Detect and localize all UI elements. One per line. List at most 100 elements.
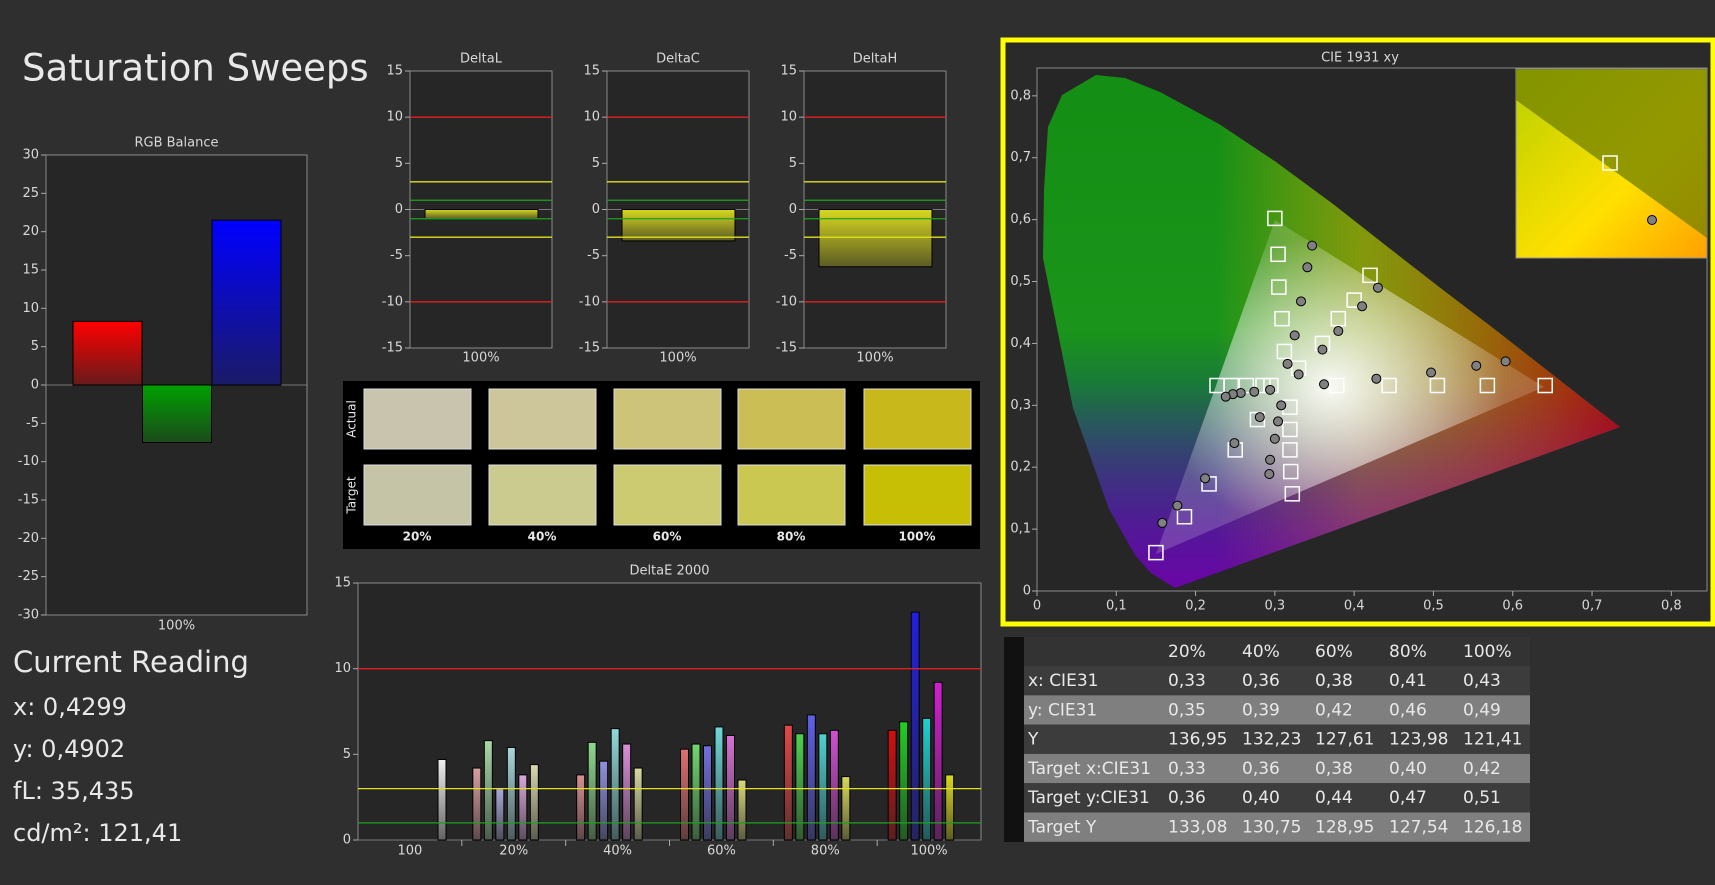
- y-tick-label: -5: [390, 248, 403, 263]
- y-tick-label: 10: [386, 110, 403, 125]
- bar: [691, 743, 701, 841]
- swatch-label: 20%: [403, 530, 432, 544]
- bar: [795, 733, 805, 841]
- y-tick-label: -20: [18, 531, 39, 546]
- bar: [72, 320, 143, 386]
- table-row-label: x: CIE31: [1028, 671, 1098, 691]
- y-tick-label: -15: [776, 341, 797, 356]
- target-point: [1148, 544, 1164, 561]
- table-cell: 133,08: [1168, 818, 1227, 838]
- y-tick-label: 15: [780, 64, 797, 79]
- reading-line: y: 0,4902: [13, 735, 125, 763]
- bar: [680, 748, 689, 841]
- table-cell: 128,95: [1315, 818, 1374, 838]
- chart-title: DeltaC: [656, 52, 700, 67]
- table-cell: 0,49: [1463, 700, 1501, 720]
- table-header: 80%: [1389, 642, 1427, 662]
- bar: [841, 776, 851, 841]
- swatch: [488, 464, 597, 526]
- y-tick-label: -15: [18, 493, 39, 508]
- table-cell: 123,98: [1389, 730, 1448, 750]
- bar: [910, 611, 920, 841]
- table-cell: 0,33: [1168, 671, 1206, 691]
- table-cell: 0,38: [1315, 759, 1353, 779]
- bar: [610, 728, 620, 841]
- measured-point: [1500, 356, 1511, 367]
- swatch: [488, 388, 597, 450]
- bar: [829, 729, 839, 841]
- target-point: [1249, 411, 1266, 428]
- bar: [587, 741, 597, 841]
- measured-point: [1296, 296, 1307, 307]
- bar: [737, 779, 747, 841]
- y-tick-label: 0,4: [1010, 336, 1031, 351]
- table-cell: 0,46: [1389, 700, 1427, 720]
- measured-point: [1307, 240, 1318, 251]
- measured-point: [1265, 384, 1276, 395]
- table-row-label: Target x:CIE31: [1027, 759, 1151, 779]
- y-tick-label: 0,1: [1010, 522, 1031, 537]
- table-cell: 0,38: [1315, 671, 1353, 691]
- table-cell: 130,75: [1242, 818, 1301, 838]
- y-tick-label: 0: [789, 202, 797, 217]
- row-label: Actual: [345, 400, 359, 438]
- y-tick-label: -5: [784, 248, 797, 263]
- table-header-bg: [1024, 637, 1530, 666]
- bar: [506, 746, 516, 841]
- table-row-bg: [1024, 724, 1530, 754]
- bar: [621, 209, 736, 242]
- y-tick-label: 0: [1023, 584, 1031, 599]
- target-point: [1209, 377, 1225, 394]
- measured-point: [1157, 517, 1168, 528]
- x-tick-label: 100%: [158, 619, 195, 634]
- table-cell: 0,42: [1463, 759, 1501, 779]
- y-tick-label: 15: [583, 64, 600, 79]
- y-tick-label: 0: [592, 202, 600, 217]
- bar: [783, 724, 793, 841]
- x-tick-label: 100%: [910, 844, 947, 859]
- target-point: [1282, 463, 1299, 480]
- reading-title: Current Reading: [13, 645, 249, 679]
- swatch: [863, 388, 972, 450]
- y-tick-label: -10: [18, 454, 39, 469]
- swatch: [363, 388, 472, 450]
- bar: [922, 717, 932, 841]
- y-tick-label: 25: [22, 186, 39, 201]
- table-cell: 0,44: [1315, 788, 1353, 808]
- chart-title: CIE 1931 xy: [1321, 51, 1399, 66]
- y-tick-label: 0: [31, 378, 39, 393]
- y-tick-label: -30: [18, 608, 39, 623]
- table-header: 100%: [1463, 642, 1512, 662]
- bar: [437, 758, 447, 841]
- spectral-locus: [1043, 75, 1620, 588]
- swatch: [863, 464, 972, 526]
- y-tick-label: 5: [343, 747, 351, 762]
- measured-point: [1265, 454, 1276, 465]
- table-cell: 0,40: [1242, 788, 1280, 808]
- bar: [818, 733, 828, 841]
- y-tick-label: 15: [334, 576, 351, 591]
- x-tick-label: 100%: [856, 351, 893, 366]
- measured-point: [1273, 416, 1284, 427]
- row-label: Target: [345, 476, 359, 514]
- target-point: [1381, 377, 1397, 394]
- bar: [633, 767, 643, 841]
- y-tick-label: -5: [26, 416, 39, 431]
- table-cell: 0,36: [1168, 788, 1206, 808]
- table-row-label: y: CIE31: [1028, 700, 1097, 720]
- table-cell: 0,41: [1389, 671, 1427, 691]
- x-tick-label: 0,4: [1344, 599, 1365, 614]
- y-tick-label: 10: [780, 110, 797, 125]
- table-cell: 136,95: [1168, 730, 1227, 750]
- target-point: [1271, 279, 1287, 295]
- measured-point: [1282, 358, 1293, 369]
- plot-area: [357, 582, 982, 841]
- y-tick-label: 20: [22, 224, 39, 239]
- target-point: [1267, 210, 1283, 227]
- target-point: [1479, 377, 1496, 394]
- table-cell: 0,36: [1242, 759, 1280, 779]
- chart-title: DeltaE 2000: [629, 564, 709, 579]
- measured-point: [1276, 400, 1287, 411]
- x-tick-label: 100%: [462, 351, 499, 366]
